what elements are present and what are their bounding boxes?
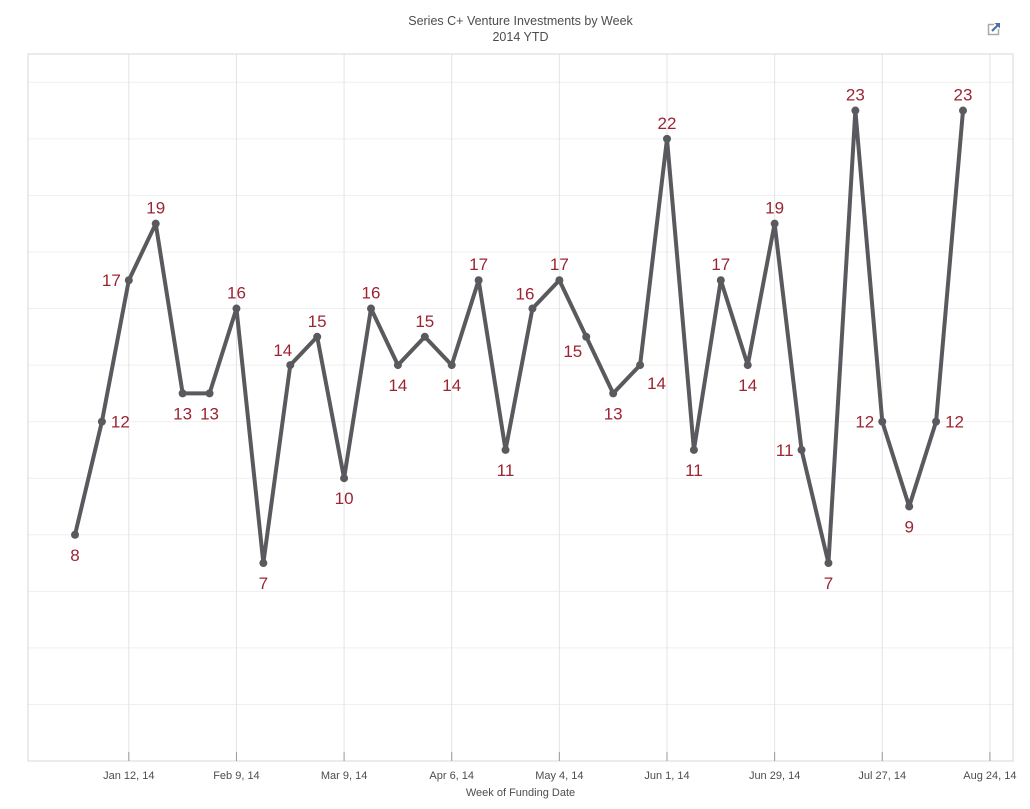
data-point-label: 14 [273,341,292,360]
open-in-new-window-icon[interactable] [986,20,1003,37]
data-point-label: 11 [685,461,703,480]
data-point[interactable] [420,332,429,341]
data-point[interactable] [716,276,725,285]
data-point[interactable] [555,276,564,285]
series-line [73,108,965,566]
data-point[interactable] [124,276,133,285]
data-point-label: 17 [550,255,569,274]
data-point-label: 19 [765,199,784,218]
data-point-label: 12 [111,413,130,432]
data-point[interactable] [313,332,322,341]
data-point-label: 7 [824,574,833,593]
x-tick-label: Jan 12, 14 [103,770,154,782]
data-point[interactable] [528,304,537,313]
data-point-label: 12 [855,413,874,432]
data-point-label: 23 [954,86,973,105]
x-tick-label: May 4, 14 [535,770,583,782]
data-point-label: 16 [362,284,381,303]
icon-arrow-shaft [991,24,999,32]
x-axis-title: Week of Funding Date [466,787,575,799]
data-point-label: 15 [308,312,327,331]
data-point-label: 13 [604,404,623,423]
data-point-label: 17 [711,255,730,274]
data-point[interactable] [501,445,510,454]
x-tick-label: Mar 9, 14 [321,770,367,782]
chart-subtitle: 2014 YTD [492,30,549,44]
x-tick-label: Jun 29, 14 [749,770,800,782]
x-tick-label: Apr 6, 14 [429,770,474,782]
x-tick-label: Jul 27, 14 [858,770,906,782]
data-point-label: 22 [658,114,677,133]
data-point[interactable] [232,304,241,313]
data-point-label: 13 [200,404,219,423]
data-point-label: 16 [516,285,535,304]
data-point-label: 14 [442,376,461,395]
data-point[interactable] [97,417,106,426]
data-point-label: 14 [388,376,407,395]
data-point[interactable] [474,276,483,285]
data-point-label: 19 [146,199,165,218]
data-point[interactable] [393,361,402,370]
data-point[interactable] [259,559,268,568]
data-point-label: 10 [335,489,354,508]
data-point[interactable] [582,332,591,341]
data-point-label: 15 [563,342,582,361]
data-point[interactable] [205,389,214,398]
data-point-label: 11 [497,461,515,480]
data-point-label: 13 [173,404,192,423]
plot-border [27,53,1014,762]
data-point-label: 7 [259,574,268,593]
x-tick-label: Aug 24, 14 [963,770,1016,782]
data-point[interactable] [932,417,941,426]
data-point[interactable] [178,389,187,398]
data-point[interactable] [689,445,698,454]
icon-box [987,23,1000,36]
data-point[interactable] [958,106,967,115]
data-point[interactable] [878,417,887,426]
data-point-label: 17 [102,271,121,290]
data-point[interactable] [824,559,833,568]
data-point[interactable] [851,106,860,115]
chart-header: Series C+ Venture Investments by Week 20… [28,13,1013,45]
data-point[interactable] [447,361,456,370]
data-point-label: 15 [415,312,434,331]
data-point[interactable] [71,530,79,539]
data-point[interactable] [905,502,914,511]
data-point[interactable] [366,304,375,313]
data-point-label: 14 [738,376,757,395]
data-point-label: 11 [776,441,794,460]
data-point-label: 16 [227,284,246,303]
data-point[interactable] [662,134,671,143]
data-point-label: 8 [70,546,79,565]
data-point[interactable] [797,445,806,454]
data-point-label: 23 [846,86,865,105]
data-point[interactable] [636,361,645,370]
data-point-label: 17 [469,255,488,274]
icon-arrow-head [994,23,1000,29]
data-point[interactable] [770,219,779,228]
x-tick-label: Feb 9, 14 [213,770,259,782]
data-point[interactable] [609,389,618,398]
data-point[interactable] [340,474,349,483]
data-point-label: 9 [904,517,913,536]
data-point[interactable] [286,361,295,370]
data-point-label: 14 [647,374,666,393]
x-tick-label: Jun 1, 14 [644,770,689,782]
chart-title: Series C+ Venture Investments by Week [408,14,633,28]
data-point[interactable] [743,361,752,370]
data-point[interactable] [151,219,160,228]
data-point-label: 12 [945,413,964,432]
